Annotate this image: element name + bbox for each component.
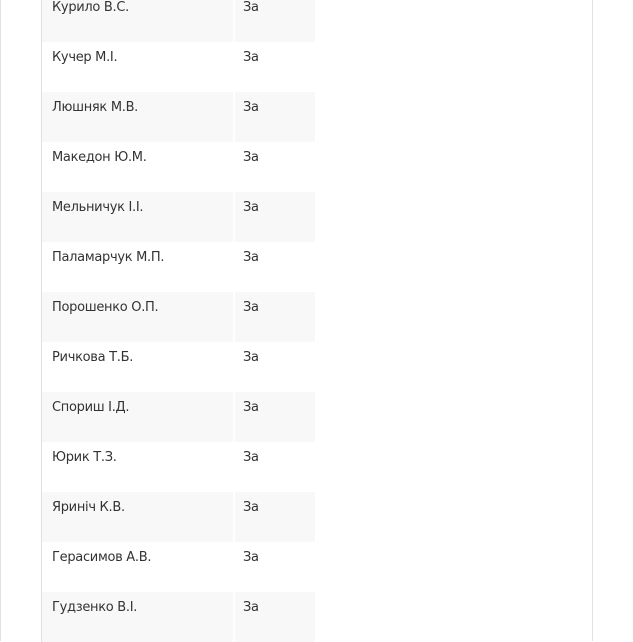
deputy-name: Курило В.С.: [42, 0, 235, 42]
table-row: Яриніч К.В. За: [42, 492, 315, 542]
vote-value: За: [243, 50, 259, 65]
table-row: Герасимов А.В. За: [42, 542, 315, 592]
table-row: Юрик Т.З. За: [42, 442, 315, 492]
deputy-name: Порошенко О.П.: [42, 292, 235, 342]
deputy-name: Македон Ю.М.: [42, 142, 235, 192]
table-row: Курило В.С. За: [42, 0, 315, 42]
vote-value: За: [235, 192, 315, 242]
deputy-name: Кучер М.І.: [42, 42, 235, 92]
deputy-name: Люшняк М.В.: [42, 92, 235, 142]
deputy-name: Мельничук І.І.: [42, 192, 235, 242]
vote-value: За: [235, 492, 315, 542]
vote-value: За: [243, 250, 259, 265]
deputy-name: Спориш І.Д.: [42, 392, 235, 442]
deputy-name: Юрик Т.З.: [42, 442, 235, 492]
table-row: Македон Ю.М. За: [42, 142, 315, 192]
table-row: Порошенко О.П. За: [42, 292, 315, 342]
deputy-name: Гудзенко В.І.: [42, 592, 235, 642]
content-container: Курило В.С. За Кучер М.І. За Люшняк М.В. За Ма…: [0, 0, 593, 642]
table-row: Спориш І.Д. За: [42, 392, 315, 442]
table-row: Кучер М.І. За: [42, 42, 315, 92]
vote-value: За: [235, 592, 315, 642]
vote-value: За: [235, 392, 315, 442]
deputy-name: Яриніч К.В.: [42, 492, 235, 542]
table-row: Мельничук І.І. За: [42, 192, 315, 242]
table-row: Гудзенко В.І. За: [42, 592, 315, 642]
vote-value: За: [243, 550, 259, 565]
table-row: Ричкова Т.Б. За: [42, 342, 315, 392]
vote-value: За: [243, 350, 259, 365]
votes-table: Курило В.С. За Кучер М.І. За Люшняк М.В. За Ма…: [41, 0, 315, 642]
deputy-name: Паламарчук М.П.: [42, 242, 235, 292]
deputy-name: Герасимов А.В.: [42, 542, 235, 592]
vote-value: За: [235, 0, 315, 42]
vote-value: За: [235, 92, 315, 142]
table-row: Паламарчук М.П. За: [42, 242, 315, 292]
vote-value: За: [243, 450, 259, 465]
deputy-name: Ричкова Т.Б.: [42, 342, 235, 392]
vote-value: За: [235, 292, 315, 342]
table-row: Люшняк М.В. За: [42, 92, 315, 142]
vote-value: За: [243, 150, 259, 165]
